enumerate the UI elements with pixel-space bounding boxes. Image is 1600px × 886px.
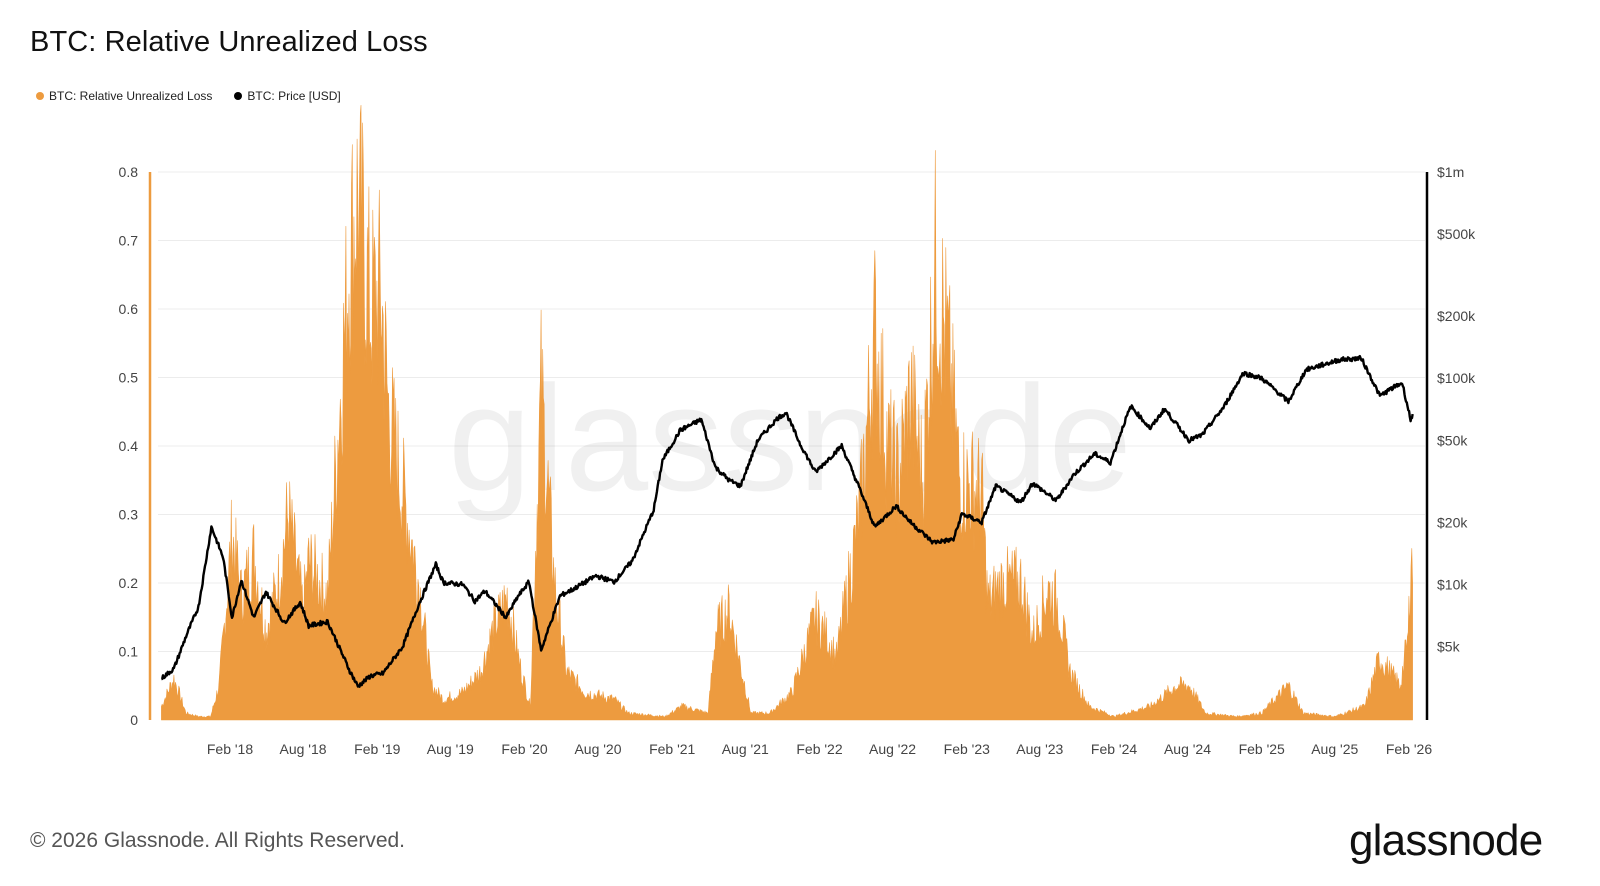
x-tick-label: Feb '22 [796,741,842,757]
left-tick-label: 0 [130,712,138,728]
x-tick-label: Aug '24 [1164,741,1211,757]
left-tick-label: 0.6 [119,301,139,317]
x-tick-label: Feb '20 [501,741,547,757]
left-tick-label: 0.5 [119,370,139,386]
x-tick-label: Feb '19 [354,741,400,757]
left-tick-label: 0.4 [119,438,139,454]
x-tick-label: Feb '26 [1386,741,1432,757]
x-tick-label: Aug '25 [1311,741,1358,757]
right-tick-label: $20k [1437,514,1468,530]
x-tick-label: Aug '21 [722,741,769,757]
left-tick-label: 0.3 [119,507,139,523]
legend-item-loss[interactable]: BTC: Relative Unrealized Loss [36,89,212,103]
right-tick-label: $100k [1437,370,1476,386]
x-tick-label: Aug '23 [1016,741,1063,757]
watermark: glassnode [448,354,1132,522]
right-tick-label: $200k [1437,308,1476,324]
x-tick-label: Feb '18 [207,741,253,757]
left-tick-label: 0.2 [119,575,139,591]
legend-label-loss: BTC: Relative Unrealized Loss [49,89,213,103]
loss-series [161,105,1413,721]
x-axis-ticks: Feb '18 Aug '18 Feb '19 Aug '19 Feb '20 Aug '… [207,741,1432,757]
x-tick-label: Feb '25 [1239,741,1285,757]
legend-item-price[interactable]: BTC: Price [USD] [234,89,341,103]
axes [148,172,1429,720]
x-tick-label: Aug '22 [869,741,916,757]
copyright-text: © 2026 Glassnode. All Rights Reserved. [30,829,406,852]
right-tick-label: $5k [1437,638,1461,654]
x-tick-label: Feb '24 [1091,741,1137,757]
price-line [161,354,1414,688]
chart-legend: BTC: Relative Unrealized Loss BTC: Price… [36,89,341,103]
left-tick-label: 0.8 [119,164,139,180]
left-tick-label: 0.1 [119,644,139,660]
loss-area [161,105,1413,721]
x-tick-label: Aug '19 [427,741,474,757]
price-series [161,354,1414,688]
legend-dot-loss [36,92,44,100]
left-axis-ticks: 0 0.1 0.2 0.3 0.4 0.5 0.6 0.7 0.8 [119,164,139,728]
right-tick-label: $500k [1437,226,1476,242]
right-axis-ticks: $5k $10k $20k $50k $100k $200k $500k $1m [1437,164,1476,654]
legend-label-price: BTC: Price [USD] [247,89,341,103]
right-tick-label: $10k [1437,576,1468,592]
x-tick-label: Aug '18 [280,741,327,757]
left-tick-label: 0.7 [119,233,139,249]
glassnode-logo: glassnode [1349,816,1543,865]
legend-dot-price [234,92,243,100]
right-tick-label: $50k [1437,432,1468,448]
x-tick-label: Feb '21 [649,741,695,757]
right-tick-label: $1m [1437,164,1464,180]
x-tick-label: Feb '23 [944,741,990,757]
page-title: BTC: Relative Unrealized Loss [30,26,428,58]
x-tick-label: Aug '20 [574,741,621,757]
